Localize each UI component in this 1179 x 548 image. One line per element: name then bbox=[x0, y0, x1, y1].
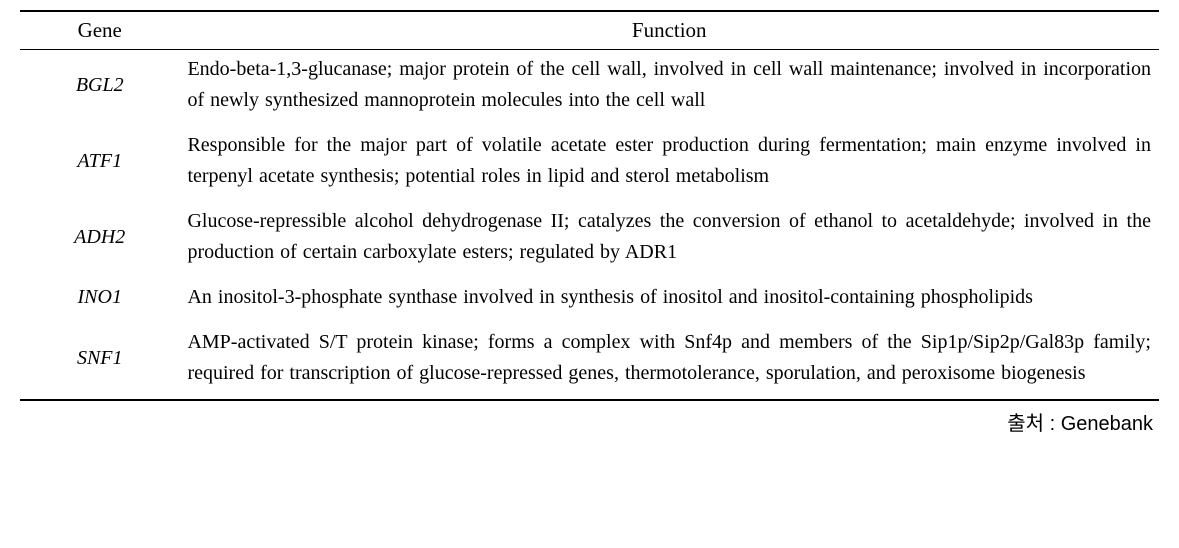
function-cell: Endo-beta-1,3-glucanase; major protein o… bbox=[179, 50, 1159, 127]
table-header-row: Gene Function bbox=[20, 11, 1159, 50]
function-cell: Responsible for the major part of volati… bbox=[179, 126, 1159, 202]
table-row: SNF1 AMP-activated S/T protein kinase; f… bbox=[20, 323, 1159, 400]
source-label: 출처 : Genebank bbox=[20, 407, 1159, 436]
function-cell: AMP-activated S/T protein kinase; forms … bbox=[179, 323, 1159, 400]
gene-cell: SNF1 bbox=[20, 323, 179, 400]
table-row: INO1 An inositol-3-phosphate synthase in… bbox=[20, 278, 1159, 323]
gene-cell: ATF1 bbox=[20, 126, 179, 202]
function-cell: Glucose-repressible alcohol dehydrogenas… bbox=[179, 202, 1159, 278]
header-function: Function bbox=[179, 11, 1159, 50]
gene-function-table: Gene Function BGL2 Endo-beta-1,3-glucana… bbox=[20, 10, 1159, 401]
gene-cell: INO1 bbox=[20, 278, 179, 323]
table-row: ATF1 Responsible for the major part of v… bbox=[20, 126, 1159, 202]
header-gene: Gene bbox=[20, 11, 179, 50]
table-row: BGL2 Endo-beta-1,3-glucanase; major prot… bbox=[20, 50, 1159, 127]
function-cell: An inositol-3-phosphate synthase involve… bbox=[179, 278, 1159, 323]
table-row: ADH2 Glucose-repressible alcohol dehydro… bbox=[20, 202, 1159, 278]
gene-cell: BGL2 bbox=[20, 50, 179, 127]
gene-cell: ADH2 bbox=[20, 202, 179, 278]
